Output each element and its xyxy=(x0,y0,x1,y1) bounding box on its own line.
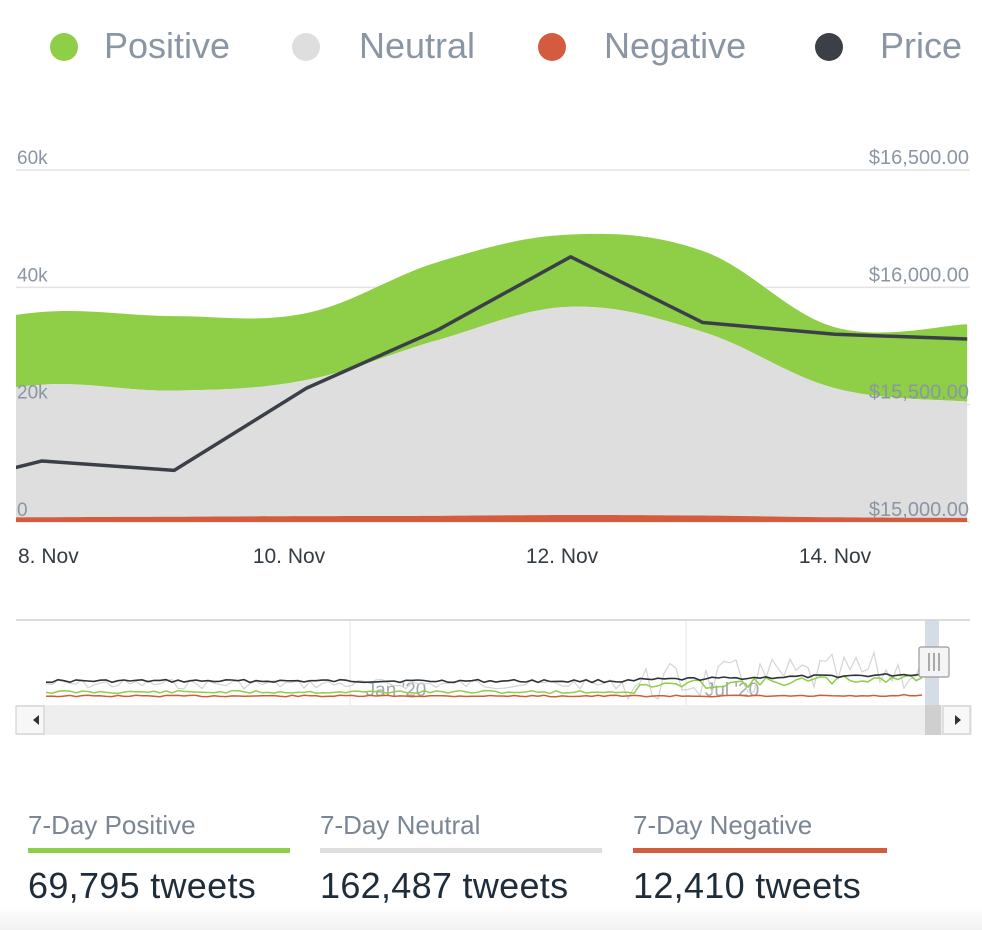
stat-neutral: 7-Day Neutral 162,487 tweets xyxy=(320,808,602,907)
stat-neutral-value: 162,487 tweets xyxy=(320,865,569,906)
stat-neutral-label: 7-Day Neutral xyxy=(320,808,602,853)
left-axis-tick: 0 xyxy=(17,500,28,521)
legend-label-neutral: Neutral xyxy=(359,25,475,66)
stat-positive-value: 69,795 tweets xyxy=(28,865,257,906)
stat-negative: 7-Day Negative 12,410 tweets xyxy=(633,808,887,907)
legend-marker-negative xyxy=(538,33,566,61)
x-axis-tick: 12. Nov xyxy=(526,545,599,568)
legend-label-negative: Negative xyxy=(604,25,746,66)
navigator-price-line xyxy=(45,672,923,684)
stat-positive: 7-Day Positive 69,795 tweets xyxy=(28,808,290,907)
navigator-positive-line xyxy=(45,674,923,695)
right-axis-tick: $15,500.00 xyxy=(869,382,969,404)
x-axis-tick: 10. Nov xyxy=(253,545,326,568)
line-price xyxy=(16,255,968,473)
legend-marker-neutral xyxy=(292,33,320,61)
scroll-left-button[interactable] xyxy=(15,705,45,735)
left-axis-tick: 20k xyxy=(17,383,48,404)
right-axis-tick: $16,500.00 xyxy=(869,147,969,169)
arrow-left-icon xyxy=(33,715,39,725)
navigator-handle[interactable] xyxy=(918,646,950,678)
legend-label-price: Price xyxy=(880,25,962,66)
left-axis-tick: 40k xyxy=(17,265,48,286)
scroll-left-box xyxy=(15,705,45,735)
legend-marker-price xyxy=(815,33,843,61)
scrollbar-thumb[interactable] xyxy=(925,705,941,735)
right-axis-tick: $16,000.00 xyxy=(869,264,969,286)
legend-marker-positive xyxy=(50,33,78,61)
scrollbar-track xyxy=(16,705,972,735)
stat-negative-label: 7-Day Negative xyxy=(633,808,887,853)
arrow-right-icon xyxy=(955,715,961,725)
stat-positive-label: 7-Day Positive xyxy=(28,808,290,853)
scroll-right-button[interactable] xyxy=(942,705,971,735)
legend-label-positive: Positive xyxy=(104,25,230,66)
sentiment-chart: 0 20k 40k 60k $15,000.00 $15,500.00 $16,000.00… xyxy=(15,25,972,735)
area-negative xyxy=(16,514,968,522)
x-axis-tick: 14. Nov xyxy=(799,545,872,568)
left-axis-tick: 60k xyxy=(17,148,48,169)
navigator-negative-line xyxy=(45,693,923,698)
stat-negative-value: 12,410 tweets xyxy=(633,865,862,906)
right-axis-tick: $15,000.00 xyxy=(869,499,969,521)
x-axis-tick: 8. Nov xyxy=(18,545,79,568)
area-positive xyxy=(16,233,968,402)
area-neutral xyxy=(16,306,968,518)
bottom-fade xyxy=(0,906,982,930)
